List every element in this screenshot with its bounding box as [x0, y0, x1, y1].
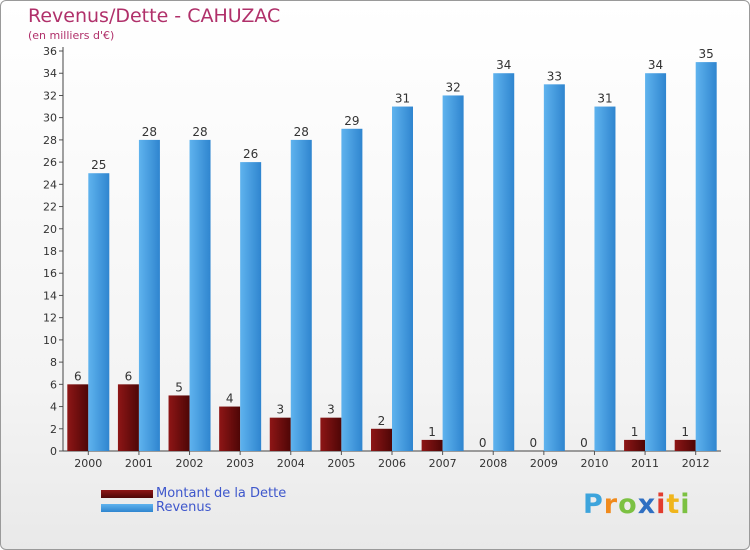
- debt-value-label: 6: [74, 369, 82, 383]
- y-tick-label: 12: [43, 312, 57, 325]
- y-tick-label: 32: [43, 89, 57, 102]
- revenue-value-label: 35: [699, 47, 714, 61]
- y-tick-label: 30: [43, 112, 57, 125]
- debt-bar: [674, 439, 696, 451]
- debt-value-label: 5: [175, 380, 183, 394]
- revenue-value-label: 32: [445, 80, 460, 94]
- revenue-bar: [138, 139, 160, 451]
- revenue-value-label: 31: [395, 92, 410, 106]
- y-tick-label: 16: [43, 267, 57, 280]
- x-tick-label: 2002: [176, 457, 204, 470]
- chart-title: Revenus/Dette - CAHUZAC: [28, 5, 281, 27]
- debt-bar: [168, 395, 190, 451]
- logo-letter: x: [637, 489, 657, 520]
- revenue-value-label: 34: [648, 58, 663, 72]
- debt-value-label: 0: [580, 436, 588, 450]
- debt-bar: [421, 439, 443, 451]
- logo-letter: r: [603, 489, 619, 520]
- revenue-bar: [493, 73, 515, 451]
- debt-bar: [624, 439, 646, 451]
- debt-value-label: 3: [327, 403, 335, 417]
- x-tick-label: 2009: [530, 457, 558, 470]
- x-tick-label: 2008: [479, 457, 507, 470]
- debt-bar: [320, 417, 342, 451]
- x-tick-label: 2006: [378, 457, 406, 470]
- revenue-bar: [695, 62, 717, 451]
- logo-letter: i: [656, 489, 667, 520]
- logo-letter: i: [680, 489, 691, 520]
- revenue-bar: [341, 128, 363, 451]
- y-tick-label: 14: [43, 289, 57, 302]
- x-tick-label: 2012: [682, 457, 710, 470]
- debt-value-label: 0: [479, 436, 487, 450]
- legend-swatch-revenue: [101, 504, 153, 512]
- x-tick-label: 2001: [125, 457, 153, 470]
- revenue-value-label: 33: [547, 69, 562, 83]
- debt-value-label: 2: [378, 414, 386, 428]
- proxiti-logo: Proxiti: [583, 489, 691, 520]
- legend-label-debt: Montant de la Dette: [156, 486, 287, 501]
- revenue-value-label: 25: [91, 158, 106, 172]
- y-tick-label: 10: [43, 334, 57, 347]
- debt-bar: [117, 384, 139, 451]
- y-tick-label: 36: [43, 45, 57, 58]
- revenue-bar: [543, 84, 565, 451]
- revenue-bar: [189, 139, 211, 451]
- x-tick-label: 2010: [580, 457, 608, 470]
- revenue-bar: [645, 73, 667, 451]
- revenue-value-label: 31: [597, 92, 612, 106]
- y-tick-label: 34: [43, 67, 57, 80]
- debt-value-label: 1: [681, 425, 689, 439]
- x-tick-label: 2003: [226, 457, 254, 470]
- revenue-value-label: 26: [243, 147, 258, 161]
- y-tick-label: 4: [50, 401, 57, 414]
- debt-bar: [67, 384, 89, 451]
- debt-bar: [269, 417, 291, 451]
- revenue-bar: [240, 162, 262, 451]
- revenue-value-label: 28: [142, 125, 157, 139]
- revenue-bar: [290, 139, 312, 451]
- debt-bar: [371, 428, 392, 451]
- chart-subtitle: (en milliers d'€): [28, 29, 115, 42]
- debt-value-label: 6: [125, 369, 133, 383]
- y-tick-label: 2: [50, 423, 57, 436]
- y-tick-label: 18: [43, 245, 57, 258]
- revenue-value-label: 29: [344, 114, 359, 128]
- debt-value-label: 1: [631, 425, 639, 439]
- y-tick-label: 24: [43, 178, 57, 191]
- revenue-value-label: 28: [294, 125, 309, 139]
- revenue-value-label: 28: [192, 125, 207, 139]
- y-tick-label: 0: [50, 445, 57, 458]
- revenue-bar: [392, 106, 413, 452]
- x-tick-label: 2007: [429, 457, 457, 470]
- revenue-bar: [594, 106, 616, 452]
- y-tick-label: 8: [50, 356, 57, 369]
- debt-value-label: 1: [428, 425, 436, 439]
- x-tick-label: 2000: [74, 457, 102, 470]
- debt-bar: [219, 406, 241, 451]
- x-tick-label: 2005: [327, 457, 355, 470]
- y-tick-label: 6: [50, 378, 57, 391]
- y-tick-label: 26: [43, 156, 57, 169]
- debt-value-label: 3: [276, 403, 284, 417]
- legend-label-revenue: Revenus: [156, 500, 212, 515]
- logo-letter: o: [618, 489, 638, 520]
- revenue-value-label: 34: [496, 58, 511, 72]
- x-tick-label: 2004: [277, 457, 305, 470]
- legend-swatch-debt: [101, 490, 153, 498]
- revenue-bar: [88, 173, 110, 451]
- logo-letter: t: [666, 489, 681, 520]
- y-tick-label: 20: [43, 223, 57, 236]
- y-tick-label: 28: [43, 134, 57, 147]
- logo-letter: P: [583, 489, 604, 520]
- debt-value-label: 0: [530, 436, 538, 450]
- y-tick-label: 22: [43, 201, 57, 214]
- debt-value-label: 4: [226, 392, 234, 406]
- x-tick-label: 2011: [631, 457, 659, 470]
- revenue-bar: [442, 95, 464, 451]
